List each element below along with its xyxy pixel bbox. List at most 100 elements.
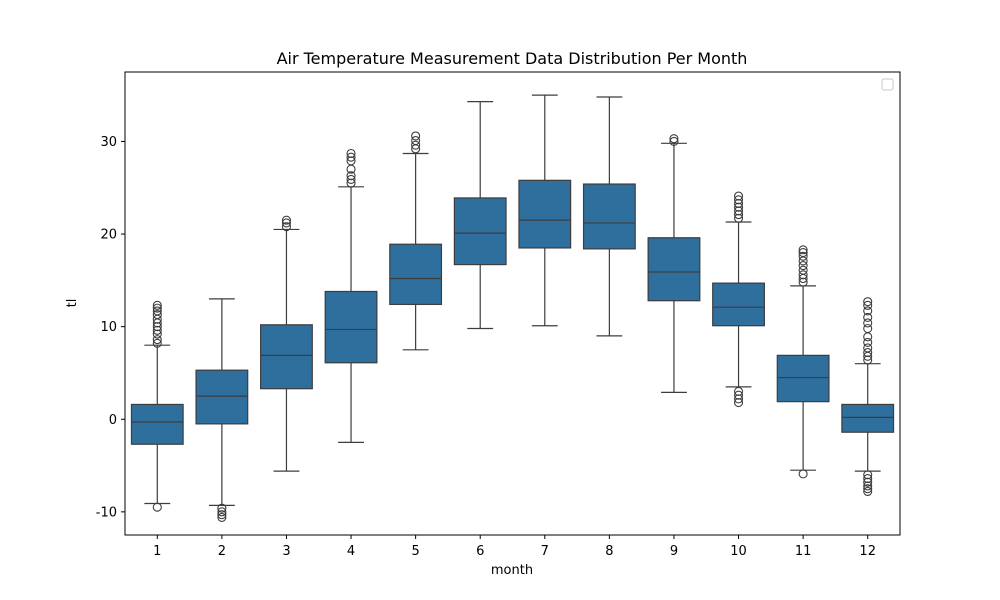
x-tick-label: 5 [411,544,419,559]
outlier-point [411,135,421,146]
outlier-point [733,394,744,404]
chart-title: Air Temperature Measurement Data Distrib… [277,49,748,68]
box-iqr [518,179,572,249]
outlier-point [346,152,356,162]
outlier-point [411,140,421,150]
outlier-point [346,174,356,184]
outlier-point [152,338,162,348]
outlier-point [733,386,744,397]
outlier-point [733,191,744,201]
box-iqr [841,403,895,433]
outlier-point [152,325,162,335]
x-tick-label: 1 [153,544,161,559]
outlier-point [346,171,356,181]
outlier-point [863,318,873,328]
outlier-point [863,477,873,487]
box-iqr [776,354,830,403]
outlier-point [281,222,292,232]
outlier-point [733,398,744,408]
box-iqr [324,290,378,364]
outlier-point [669,134,679,144]
box-iqr [130,403,184,445]
box-iqr [582,183,636,250]
x-tick-label: 9 [670,544,678,559]
outlier-point [733,198,744,209]
outlier-point [152,502,162,512]
outlier-point [152,329,162,339]
outlier-point [346,148,356,159]
x-tick-label: 6 [476,544,484,559]
y-tick-label: 30 [100,135,117,150]
plot-frame [124,71,901,536]
outlier-point [346,178,356,188]
outlier-point [863,484,873,494]
outlier-point [863,312,873,322]
outlier-point [863,306,873,316]
outlier-point [281,215,292,225]
outlier-point [863,297,873,307]
outlier-point [863,323,873,334]
box-iqr [453,197,507,266]
outlier-point [798,248,808,258]
outlier-point [863,473,873,484]
outlier-point [863,348,873,358]
outlier-point [669,136,679,146]
outlier-point [863,300,873,310]
outlier-point [733,206,744,216]
x-tick-label: 10 [730,544,747,559]
outlier-point [152,303,162,313]
outlier-point [217,512,227,522]
x-axis-title: month [491,563,533,578]
x-tick-label: 7 [541,544,549,559]
y-axis-title: tl [65,299,80,308]
outlier-point [798,265,808,275]
outlier-point [863,470,873,480]
outlier-point [798,245,808,255]
x-tick-label: 2 [218,544,226,559]
box-iqr [260,324,313,390]
box-iqr [712,282,765,327]
outlier-point [733,202,744,212]
x-tick-label: 12 [859,544,876,559]
box-iqr [389,243,443,306]
outlier-point [217,507,227,517]
outlier-point [281,218,292,228]
outlier-point [798,469,808,479]
outlier-point [152,335,162,345]
outlier-point [217,503,227,513]
outlier-point [411,131,421,141]
legend-box [881,78,894,91]
box-iqr [195,369,249,425]
y-tick-label: 0 [109,413,117,428]
outlier-point [798,277,808,287]
outlier-point [217,510,227,520]
x-tick-label: 8 [605,544,613,559]
outlier-point [733,195,744,205]
outlier-point [798,260,808,271]
outlier-point [798,256,808,266]
outlier-point [152,310,162,320]
outlier-point [863,355,873,365]
x-tick-label: 4 [347,544,355,559]
outlier-point [863,343,873,353]
outlier-point [798,270,808,280]
outlier-point [863,337,873,347]
y-tick-label: -10 [96,505,117,520]
y-tick-label: 20 [100,228,117,243]
outlier-point [152,300,162,310]
outlier-point [733,213,744,223]
x-tick-label: 11 [795,544,812,559]
y-tick-label: 10 [100,320,117,335]
outlier-point [152,306,162,316]
box-iqr [647,237,701,302]
x-tick-label: 3 [282,544,290,559]
outlier-point [733,390,744,400]
outlier-point [346,156,356,166]
outlier-point [863,481,873,491]
outlier-point [152,322,162,332]
outlier-point [733,210,744,220]
outlier-point [863,486,873,497]
outlier-point [863,332,873,342]
